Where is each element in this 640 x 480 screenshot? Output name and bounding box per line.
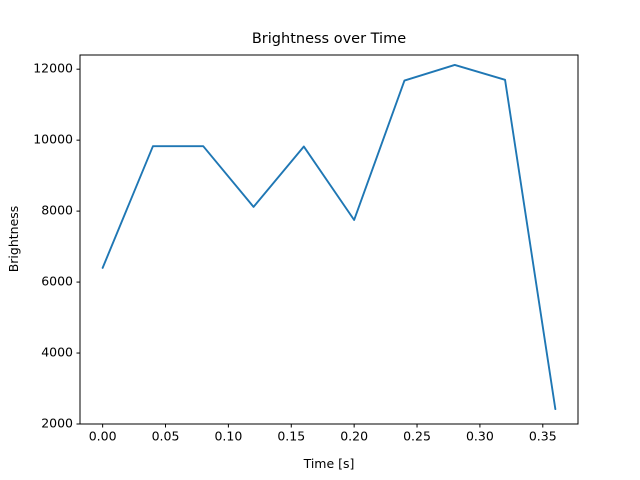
chart-title: Brightness over Time <box>252 31 406 47</box>
brightness-series-line <box>101 63 557 411</box>
y-axis-label: Brightness <box>6 206 21 273</box>
y-tick-label: 10000 <box>33 132 73 147</box>
x-tick-label: 0.15 <box>277 429 305 444</box>
x-tick-label: 0.20 <box>340 429 368 444</box>
y-tick-label: 6000 <box>41 274 73 289</box>
axes-frame <box>79 54 579 425</box>
y-axis-ticks: 2000 4000 6000 8000 10000 12000 <box>33 61 80 431</box>
y-tick-label: 4000 <box>41 345 73 360</box>
x-tick-label: 0.10 <box>214 429 242 444</box>
x-axis-ticks: 0.00 0.05 0.10 0.15 0.20 0.25 0.30 0.35 <box>89 424 557 444</box>
x-tick-label: 0.30 <box>466 429 494 444</box>
x-axis-label: Time [s] <box>303 456 355 471</box>
x-tick-label: 0.00 <box>89 429 117 444</box>
y-tick-label: 12000 <box>33 61 73 76</box>
x-tick-label: 0.05 <box>152 429 180 444</box>
y-tick-label: 8000 <box>41 203 73 218</box>
y-tick-label: 2000 <box>41 416 73 431</box>
x-tick-label: 0.35 <box>529 429 557 444</box>
x-tick-label: 0.25 <box>403 429 431 444</box>
